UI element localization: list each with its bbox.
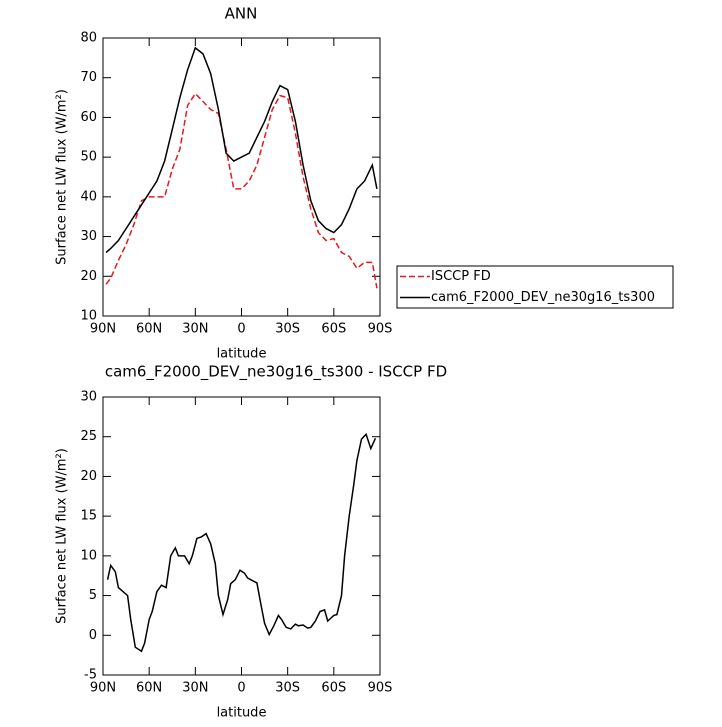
y-tick-label: 0 bbox=[89, 628, 97, 643]
y-tick-label: 20 bbox=[80, 469, 97, 484]
data-line bbox=[105, 46, 378, 254]
x-tick-label: 90N bbox=[90, 322, 116, 337]
y-tick-label: 10 bbox=[80, 309, 97, 324]
legend-box bbox=[396, 265, 674, 309]
x-axis-label: latitude bbox=[217, 706, 267, 721]
x-tick-label: 90S bbox=[368, 322, 393, 337]
y-tick-label: 40 bbox=[80, 189, 97, 204]
y-tick-label: 15 bbox=[80, 509, 97, 524]
y-tick-label: -5 bbox=[84, 668, 97, 683]
x-tick-label: 30S bbox=[275, 681, 300, 696]
y-tick-label: 60 bbox=[80, 110, 97, 125]
data-line bbox=[105, 92, 378, 289]
x-tick-label: 90S bbox=[368, 681, 393, 696]
x-tick-label: 30N bbox=[182, 681, 208, 696]
x-tick-label: 0 bbox=[237, 681, 245, 696]
data-line bbox=[106, 432, 377, 653]
y-axis-label: Surface net LW flux (W/m²) bbox=[55, 448, 70, 624]
y-tick-label: 80 bbox=[80, 31, 97, 46]
chart-title: ANN bbox=[225, 5, 258, 23]
y-tick-label: 50 bbox=[80, 150, 97, 165]
x-tick-label: 60S bbox=[321, 322, 346, 337]
y-tick-label: 30 bbox=[80, 390, 97, 405]
x-tick-label: 60N bbox=[136, 322, 162, 337]
x-tick-label: 90N bbox=[90, 681, 116, 696]
x-tick-label: 30S bbox=[275, 322, 300, 337]
y-tick-label: 20 bbox=[80, 269, 97, 284]
legend-label: ISCCP FD bbox=[431, 269, 491, 284]
chart-title: cam6_F2000_DEV_ne30g16_ts300 - ISCCP FD bbox=[105, 363, 447, 382]
y-tick-label: 70 bbox=[80, 70, 97, 85]
y-tick-label: 25 bbox=[80, 429, 97, 444]
x-tick-label: 30N bbox=[182, 322, 208, 337]
y-tick-label: 10 bbox=[80, 548, 97, 563]
plot-frame bbox=[102, 396, 381, 676]
x-tick-label: 0 bbox=[237, 322, 245, 337]
y-tick-label: 30 bbox=[80, 229, 97, 244]
x-tick-label: 60S bbox=[321, 681, 346, 696]
plot-frame bbox=[102, 37, 381, 317]
legend-label: cam6_F2000_DEV_ne30g16_ts300 bbox=[431, 290, 655, 305]
y-tick-label: 5 bbox=[89, 588, 97, 603]
y-axis-label: Surface net LW flux (W/m²) bbox=[55, 89, 70, 265]
x-tick-label: 60N bbox=[136, 681, 162, 696]
x-axis-label: latitude bbox=[217, 347, 267, 362]
